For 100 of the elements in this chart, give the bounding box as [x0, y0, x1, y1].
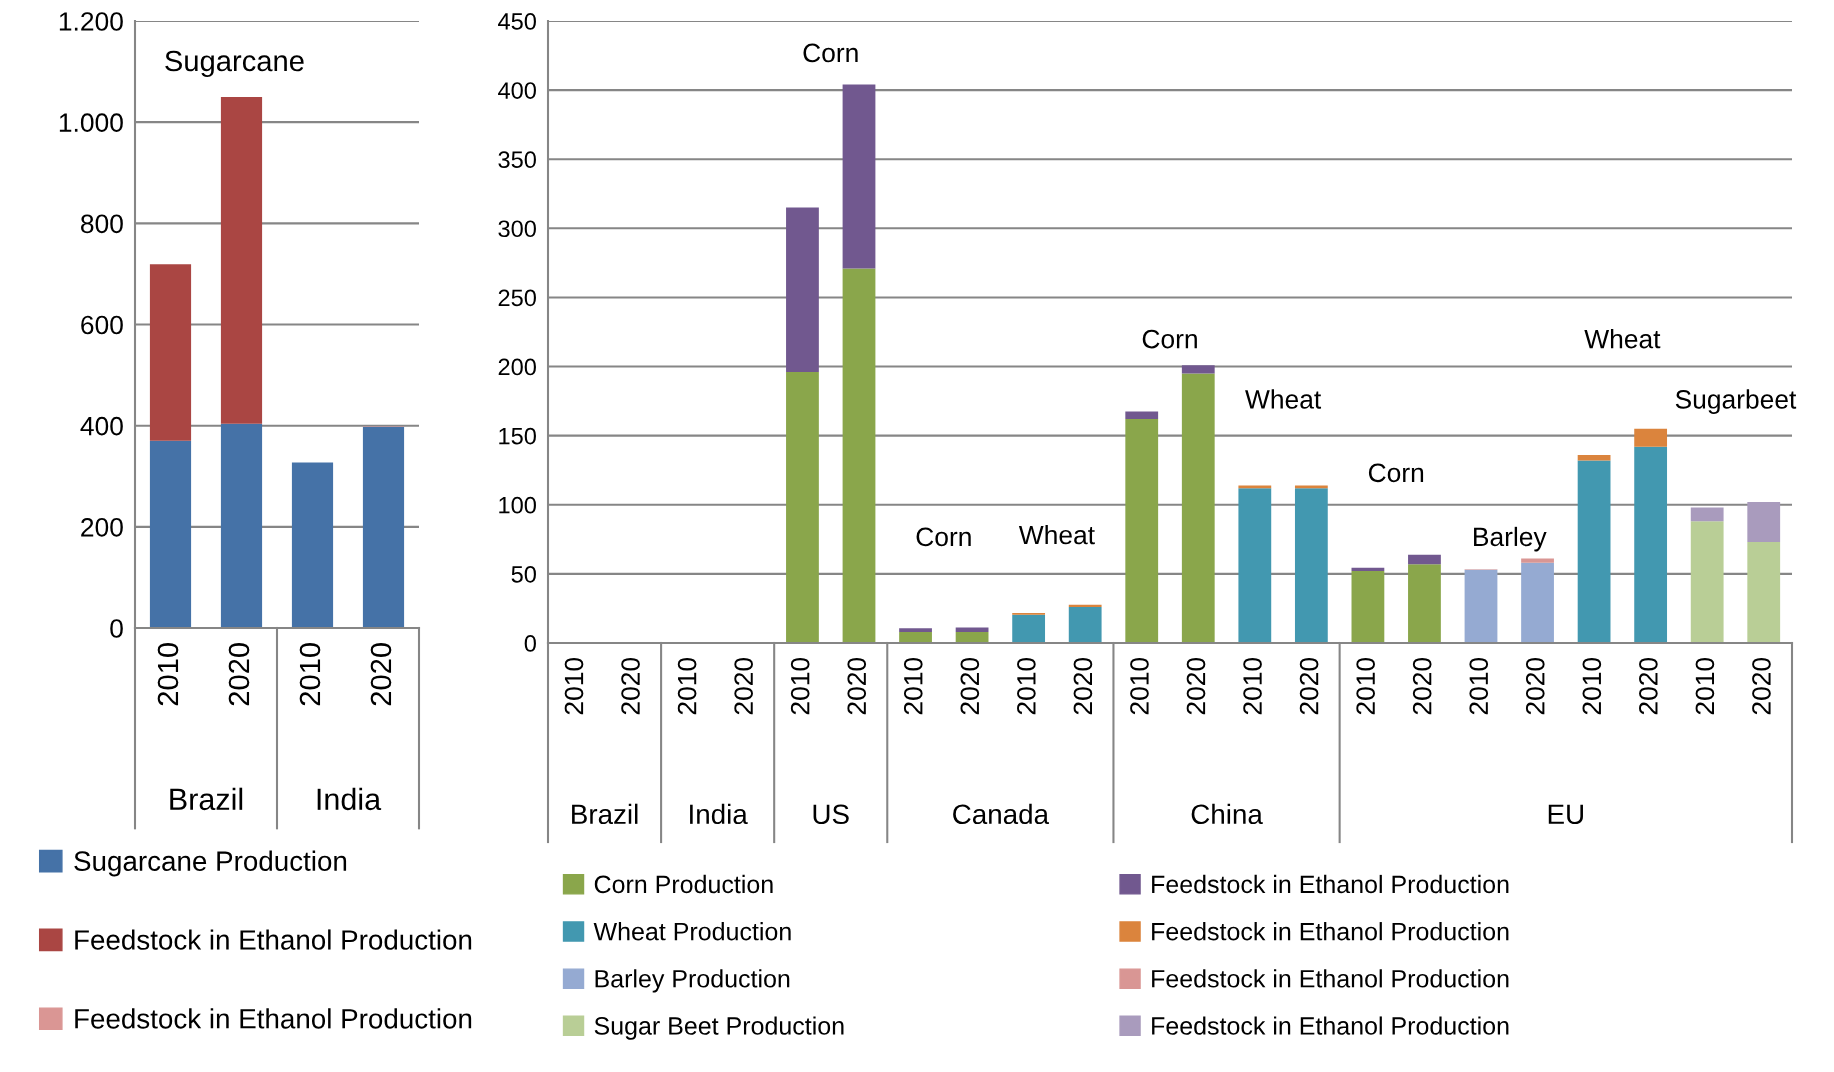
text: India: [317, 787, 382, 811]
x-tick-label: 2020: [1639, 657, 1658, 715]
bar: [1408, 564, 1441, 643]
bar: [842, 268, 876, 643]
y-tick-label: 150: [499, 427, 536, 445]
bar: [1125, 411, 1159, 420]
bar: [291, 462, 334, 628]
bar: [1690, 521, 1724, 643]
annotation: Corn: [1142, 329, 1197, 349]
annotation: Corn: [803, 43, 858, 63]
bar: [899, 631, 932, 643]
x-tick-label: 2010: [1130, 657, 1149, 715]
bar: [1068, 607, 1102, 643]
legend-label: Feedstock in Ethanol Production: [1152, 922, 1509, 941]
text: US: [813, 804, 849, 825]
bar: [1294, 485, 1328, 489]
x-tick-label: 2020: [621, 657, 640, 715]
legend-label: Feedstock in Ethanol Production: [1152, 874, 1509, 894]
legend-label: Feedstock in Ethanol Production: [75, 929, 472, 950]
x-tick-label: 2010: [1695, 657, 1715, 715]
bar: [220, 423, 263, 628]
bar: [1634, 428, 1668, 447]
text: Brazil: [170, 787, 243, 811]
bar: [362, 426, 405, 628]
annotation: Sugarbeet: [1675, 389, 1797, 414]
y-tick-label: 200: [81, 517, 123, 537]
x-tick-label: 2010: [677, 657, 697, 715]
legend-label: Sugar Beet Production: [594, 1016, 844, 1040]
x-tick-label: 2010: [299, 643, 321, 706]
x-tick-label: 2020: [1073, 657, 1093, 715]
bar: [1181, 365, 1215, 374]
legend-label: Sugarcane Production: [74, 850, 347, 877]
y-tick-label: 400: [80, 416, 123, 436]
text: Brazil: [572, 803, 638, 825]
bar: [1521, 562, 1554, 643]
bar: [1747, 542, 1781, 643]
x-tick-label: 2020: [1299, 657, 1319, 715]
annotation: Wheat: [1584, 329, 1661, 349]
x-tick-label: 2020: [1525, 657, 1545, 715]
bar: [842, 84, 876, 269]
x-tick-label: 2010: [790, 657, 810, 715]
bar: [899, 628, 932, 632]
text: China: [1191, 803, 1263, 825]
x-tick-label: 2010: [1243, 657, 1262, 715]
y-tick-label: 1.000: [59, 113, 123, 132]
bar: [786, 372, 819, 643]
y-tick-label: 50: [511, 565, 536, 583]
y-tick-label: 600: [81, 315, 123, 335]
y-tick-label: 300: [498, 220, 536, 238]
bar: [149, 264, 192, 441]
bar: [1181, 373, 1215, 643]
bar: [1464, 569, 1498, 643]
x-tick-label: 2020: [847, 657, 867, 715]
x-tick-label: 2010: [1017, 657, 1036, 715]
x-tick-label: 2020: [1412, 657, 1432, 715]
x-tick-label: 2010: [1469, 657, 1489, 715]
text: India: [690, 803, 748, 825]
text: EU: [1548, 804, 1583, 825]
bar: [1577, 455, 1611, 461]
annotation: Sugarcane: [165, 50, 304, 78]
y-tick-label: 350: [498, 151, 536, 169]
y-tick-label: 400: [498, 82, 536, 99]
bar: [1408, 554, 1441, 565]
legend-label: Feedstock in Ethanol Production: [1152, 969, 1509, 988]
y-tick-label: 200: [498, 358, 536, 376]
x-tick-label: 2020: [1186, 657, 1206, 715]
bar: [1238, 488, 1272, 643]
x-tick-label: 2010: [903, 657, 923, 715]
legend-label: Corn Production: [594, 874, 773, 894]
annotation: Wheat: [1018, 524, 1095, 545]
annotation: Corn: [916, 527, 971, 547]
bar: [1577, 460, 1611, 643]
bar: [1125, 419, 1159, 643]
x-tick-label: 2010: [157, 643, 179, 706]
bar: [220, 96, 263, 424]
x-tick-label: 2020: [370, 643, 392, 706]
x-tick-label: 2020: [960, 657, 980, 715]
bar: [1747, 502, 1781, 543]
bar: [1294, 488, 1328, 643]
x-tick-label: 2010: [564, 657, 584, 715]
bar: [1351, 571, 1385, 643]
legend-label: Barley Production: [595, 969, 790, 993]
bar: [786, 207, 819, 373]
text: Canada: [953, 803, 1050, 825]
y-tick-label: 100: [499, 496, 536, 514]
legend-label: Feedstock in Ethanol Production: [1152, 1016, 1509, 1035]
bar: [149, 440, 192, 628]
x-tick-label: 2020: [228, 643, 250, 706]
x-tick-label: 2010: [1582, 657, 1602, 715]
annotation: Corn: [1368, 463, 1424, 483]
y-tick-label: 450: [498, 13, 536, 30]
bar: [1690, 507, 1724, 522]
y-tick-label: 0: [110, 619, 123, 638]
annotation: Wheat: [1245, 389, 1322, 409]
bar: [1634, 446, 1668, 643]
bar: [1521, 558, 1554, 563]
annotation: Barley: [1474, 526, 1547, 552]
x-tick-label: 2020: [1752, 657, 1771, 715]
legend-label: Feedstock in Ethanol Production: [75, 1008, 472, 1029]
legend-label: Wheat Production: [593, 922, 791, 941]
